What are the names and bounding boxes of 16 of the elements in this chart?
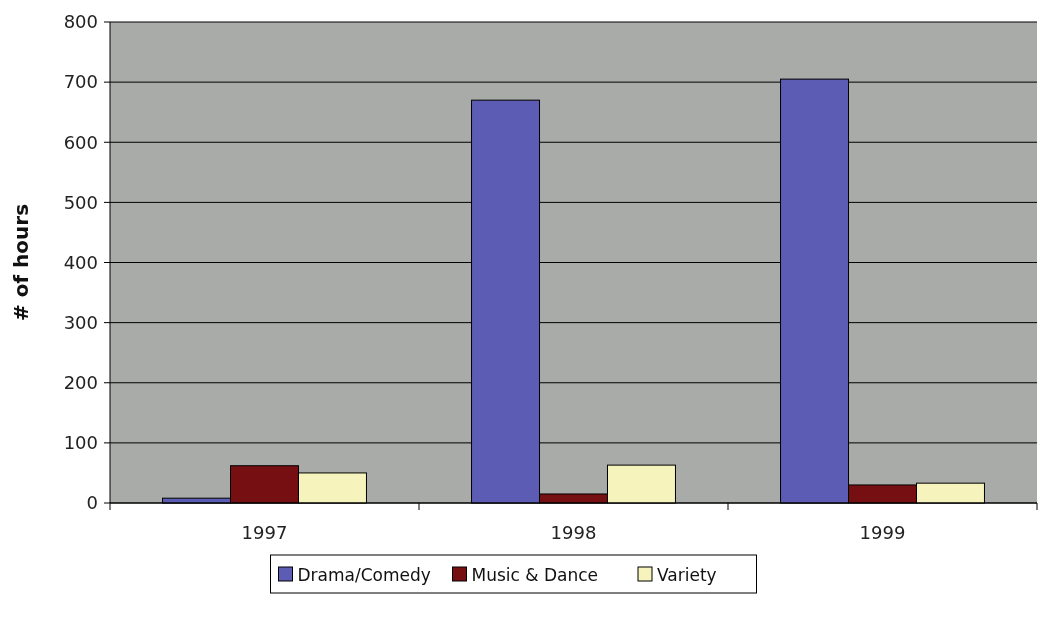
legend-label: Music & Dance xyxy=(471,564,599,585)
y-tick-label: 400 xyxy=(63,251,98,273)
y-tick-label: 800 xyxy=(63,11,98,33)
y-tick-label: 600 xyxy=(63,131,98,153)
y-axis-title: # of hours xyxy=(9,203,33,322)
y-tick-label: 300 xyxy=(63,311,98,333)
y-tick-label: 500 xyxy=(63,191,98,213)
x-tick-label: 1997 xyxy=(241,522,288,543)
y-tick-label: 100 xyxy=(63,432,98,454)
y-tick-label: 700 xyxy=(63,71,98,93)
x-tick-label: 1999 xyxy=(859,522,906,543)
legend-label: Variety xyxy=(657,564,717,585)
legend-label: Drama/Comedy xyxy=(297,564,431,585)
y-tick-label: 0 xyxy=(86,492,98,514)
y-tick-label: 200 xyxy=(63,372,98,394)
x-tick-label: 1998 xyxy=(550,522,597,543)
